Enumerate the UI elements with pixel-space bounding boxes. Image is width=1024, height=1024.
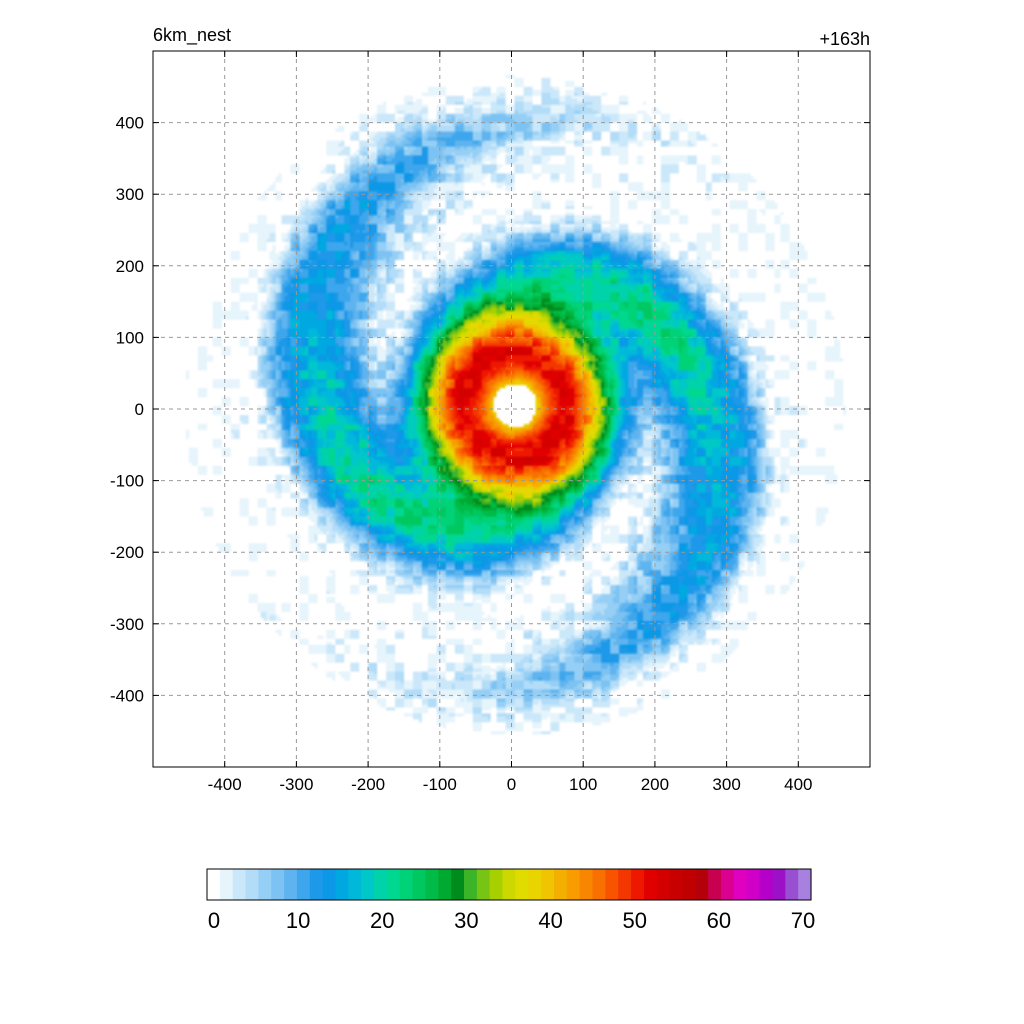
x-tick-label: 100 [569,775,597,794]
colorbar-cell [579,869,594,900]
colorbar-cell [566,869,581,900]
colorbar-tick-label: 0 [208,908,220,933]
colorbar-cell [245,869,260,900]
y-tick-label: 300 [116,185,144,204]
colorbar-cell [425,869,439,900]
plot-area: -400 -300 -200 -100 0 100 200 300 400 400 300 200 1… [110,50,871,794]
colorbar-cell [232,869,247,900]
colorbar-tick-label: 10 [286,908,310,933]
colorbar-cell [271,869,285,900]
colorbar-cell [219,869,234,900]
y-axis: 400 300 200 100 0 -100 -200 -300 -400 [110,114,870,705]
colorbar-cell [335,869,349,900]
colorbar-cell [515,869,529,900]
colorbar-cell [348,869,362,900]
x-tick-label: 300 [712,775,740,794]
x-tick-label: 0 [507,775,516,794]
colorbar-cell [746,869,761,900]
colorbar-cell [721,869,735,900]
colorbar-cell [322,869,337,900]
colorbar-cell [733,869,748,900]
colorbar-cell [361,869,375,900]
y-tick-label: 0 [135,400,144,419]
y-tick-label: 100 [116,328,144,347]
colorbar-cell [438,869,452,900]
colorbar-cell [798,869,812,900]
colorbar-cell [399,869,414,900]
storm-field [153,51,870,767]
x-tick-label: -200 [351,775,385,794]
colorbar-frame [206,868,812,901]
colorbar-cell [528,869,542,900]
colorbar-cell [284,869,298,900]
y-tick-label: 200 [116,257,144,276]
colorbar-cell [296,869,311,900]
y-tick-label: -300 [110,615,144,634]
colorbar-cell [708,869,722,900]
x-tick-label: -300 [279,775,313,794]
colorbar-cell [643,869,658,900]
chart-title-right: +163h [819,29,870,49]
colorbar-cell [412,869,427,900]
x-tick-label: 400 [784,775,812,794]
colorbar-cell [682,869,696,900]
colorbar-cell [656,869,671,900]
x-tick-label: -400 [208,775,242,794]
colorbar-tick-label: 50 [622,908,646,933]
y-tick-label: 400 [116,114,144,133]
colorbar-cell [386,869,401,900]
colorbar-cell [592,869,606,900]
colorbar-cell [631,869,645,900]
colorbar-cell [785,869,799,900]
colorbar-cell [309,869,324,900]
x-axis: -400 -300 -200 -100 0 100 200 300 400 [208,51,812,794]
colorbar-cell [772,869,786,900]
colorbar-cell [669,869,684,900]
colorbar-tick-label: 20 [370,908,394,933]
colorbar-tick-label: 70 [791,908,815,933]
chart-title-left: 6km_nest [153,25,231,46]
y-tick-label: -200 [110,543,144,562]
colorbar-cell [207,869,221,900]
colorbar-cell [374,869,388,900]
y-tick-label: -100 [110,472,144,491]
x-tick-label: 200 [641,775,669,794]
colorbar-cell [759,869,774,900]
colorbar-cell [464,869,478,900]
colorbar-cell [553,869,568,900]
colorbar-cell [605,869,619,900]
colorbar-cell [502,869,517,900]
colorbar-cell [618,869,632,900]
colorbar-cell [489,869,504,900]
colorbar-tick-label: 60 [707,908,731,933]
colorbar-tick-label: 40 [538,908,562,933]
colorbar-cell [258,869,272,900]
x-tick-label: -100 [423,775,457,794]
colorbar-cell [451,869,465,900]
y-tick-label: -400 [110,686,144,705]
colorbar-cell [695,869,709,900]
colorbar: 0 10 20 30 40 50 60 70 [206,868,815,933]
colorbar-tick-label: 30 [454,908,478,933]
colorbar-cell [476,869,491,900]
colorbar-cell [541,869,555,900]
